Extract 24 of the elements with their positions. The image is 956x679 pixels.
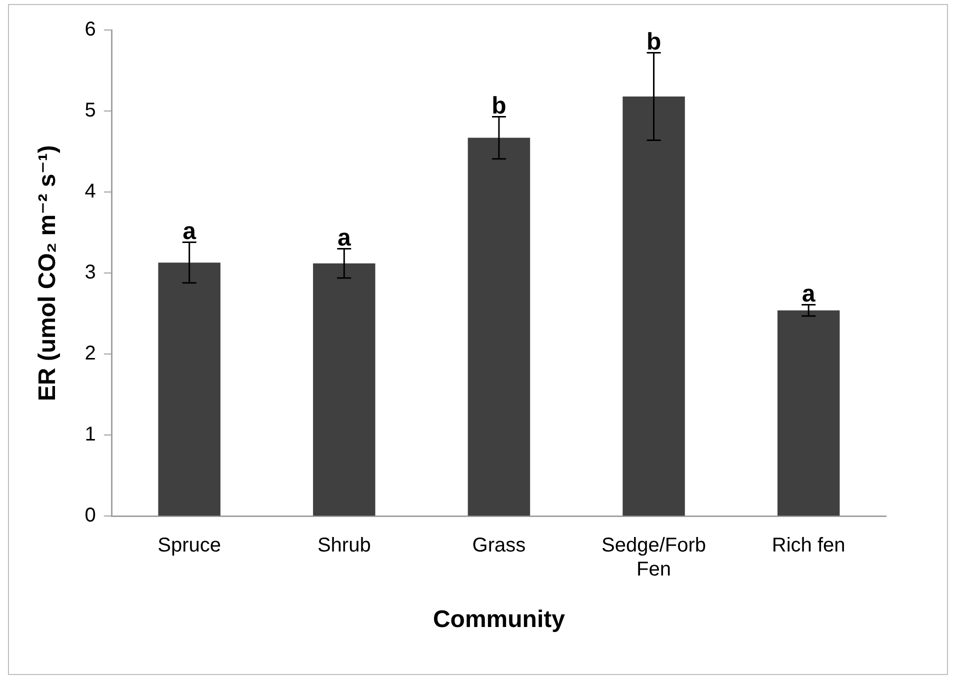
annotation: b (492, 92, 506, 120)
bar (158, 262, 220, 516)
x-tick-label: Spruce (158, 534, 222, 557)
x-tick-label: Sedge/Forb Fen (602, 534, 706, 581)
bar (468, 138, 530, 516)
annotation: b (646, 28, 662, 56)
bar (777, 310, 840, 516)
x-axis-title: Community (432, 606, 566, 634)
x-tick-label: Shrub (317, 534, 371, 557)
y-tick-label: 1 (84, 424, 96, 446)
y-tick-label: 3 (84, 262, 96, 284)
x-tick-label: Grass (472, 534, 526, 557)
y-tick-label: 0 (84, 504, 96, 527)
y-tick-label: 2 (84, 342, 96, 365)
annotation: a (337, 224, 352, 252)
x-tick-label: Rich fen (772, 534, 846, 557)
bar (622, 96, 685, 516)
y-tick-label: 6 (84, 18, 96, 41)
annotation: a (182, 218, 197, 245)
annotation: a (802, 280, 816, 308)
y-tick-label: 5 (84, 100, 96, 122)
y-axis-title: ER (umol CO₂ m⁻² s⁻¹) (34, 145, 62, 402)
y-tick-label: 4 (84, 180, 96, 203)
bar (313, 263, 376, 516)
